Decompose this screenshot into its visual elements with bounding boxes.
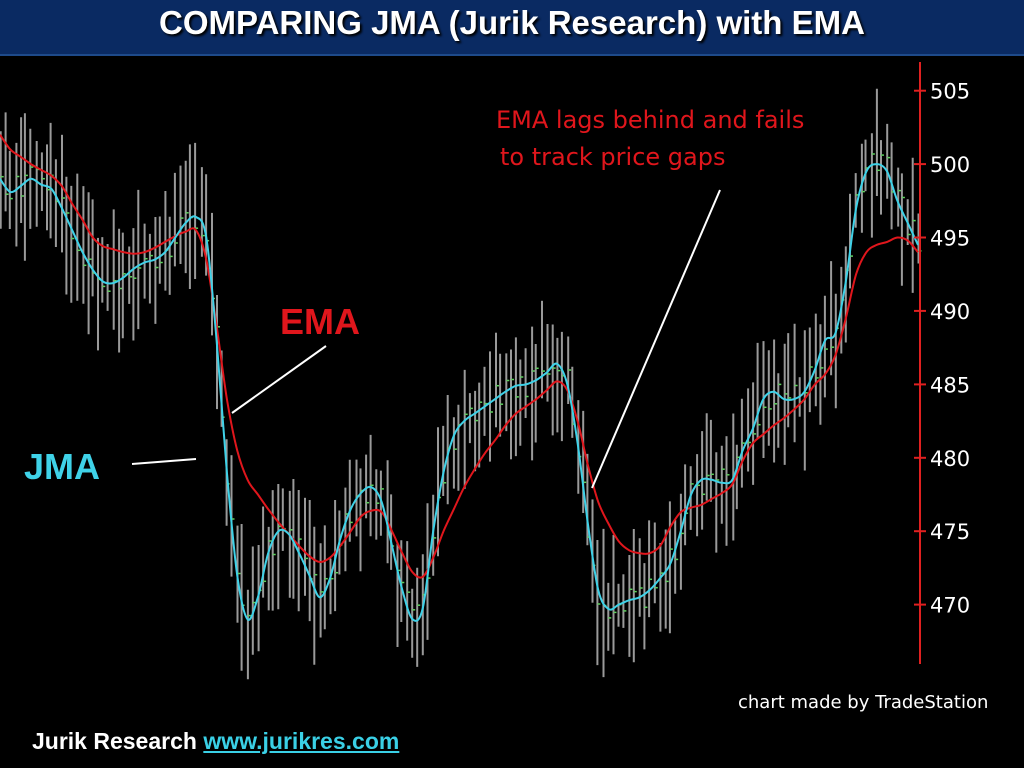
ema-legend-label: EMA [280,301,360,342]
title-bar: COMPARING JMA (Jurik Research) with EMA [0,0,1024,56]
price-axis-tick-label: 490 [930,300,970,324]
price-chart: 470 475 480 485 490 495 500 505 EMA lags behind… [0,62,988,713]
price-axis-tick-label: 500 [930,153,970,177]
price-axis-tick-label: 470 [930,594,970,618]
jma-legend-label: JMA [24,446,100,487]
ema-series-line [0,134,919,579]
ema-label-pointer-line [231,345,327,414]
price-axis-tick-label: 505 [930,80,970,104]
footer-company: Jurik Research [32,728,197,754]
price-axis-tick-label: 475 [930,520,970,544]
ema-lag-pointer-line [591,189,721,489]
page-title: COMPARING JMA (Jurik Research) with EMA [159,4,865,41]
footer: Jurik Research www.jurikres.com [32,728,399,755]
ema-lag-annotation-line-1: EMA lags behind and fails [496,106,804,134]
price-bars [0,88,922,680]
ema-lag-annotation-line-2: to track price gaps [500,143,725,171]
jma-label-pointer-line [131,458,197,465]
price-axis: 470 475 480 485 490 495 500 505 [914,62,970,664]
indicator-lines [0,134,919,622]
price-axis-tick-label: 480 [930,447,970,471]
footer-website-link[interactable]: www.jurikres.com [203,728,400,754]
chart-credit: chart made by TradeStation [738,692,988,713]
price-axis-tick-label: 495 [930,227,970,251]
jma-series-line [0,163,919,622]
price-axis-tick-label: 485 [930,373,970,397]
